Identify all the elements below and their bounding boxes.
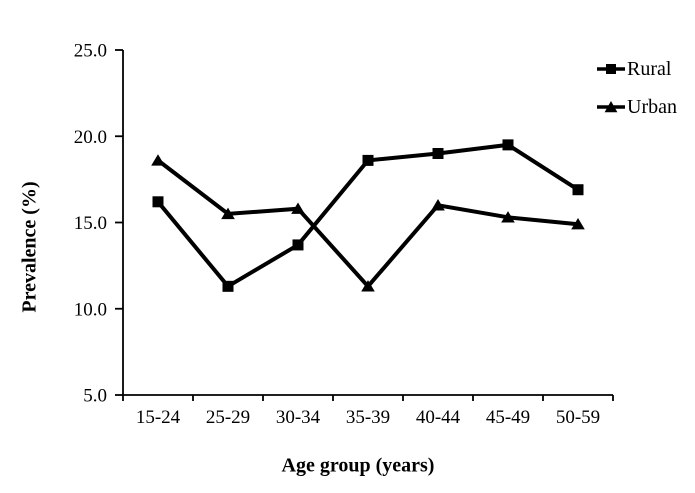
legend-item-rural: Rural [596,58,677,80]
y-tick-label: 20.0 [74,127,107,148]
rural-marker-6 [572,184,584,196]
x-axis-title: Age group (years) [281,454,435,477]
rural-marker-3 [362,154,374,166]
urban-marker-3 [361,280,375,292]
x-tick-label: 40-44 [416,407,461,428]
series-line-urban [156,158,579,290]
legend-label-urban: Urban [627,96,677,118]
rural-marker-2 [292,239,304,251]
urban-marker-1 [221,207,235,220]
urban-marker-0 [151,154,165,166]
rural-marker-4 [432,148,444,159]
x-tick-label: 30-34 [276,407,321,428]
urban-marker-5 [501,211,515,223]
y-tick-label: 25.0 [74,41,107,62]
x-tick-label: 15-24 [136,407,181,428]
x-tick-label: 35-39 [346,407,390,428]
legend-label-rural: Rural [627,58,672,80]
urban-marker-2 [291,202,305,214]
rural-marker-5 [502,139,514,151]
rural-square-marker-icon [597,64,625,74]
x-tick-label: 25-29 [206,407,250,428]
y-tick-label: 10.0 [74,299,107,320]
urban-marker-4 [431,199,445,211]
x-tick-label: 50-59 [556,407,600,428]
y-tick-label: 5.0 [83,386,107,407]
legend-item-urban: Urban [596,96,677,118]
series-line-rural [156,142,580,289]
x-tick-label: 45-49 [486,407,530,428]
y-tick-label: 15.0 [74,213,107,234]
rural-marker-0 [152,196,164,208]
urban-marker-6 [571,218,585,230]
urban-triangle-marker-icon [597,101,625,113]
legend: Rural Urban [596,58,677,118]
y-axis-title: Prevalence (%) [18,181,41,313]
rural-marker-1 [222,280,234,292]
